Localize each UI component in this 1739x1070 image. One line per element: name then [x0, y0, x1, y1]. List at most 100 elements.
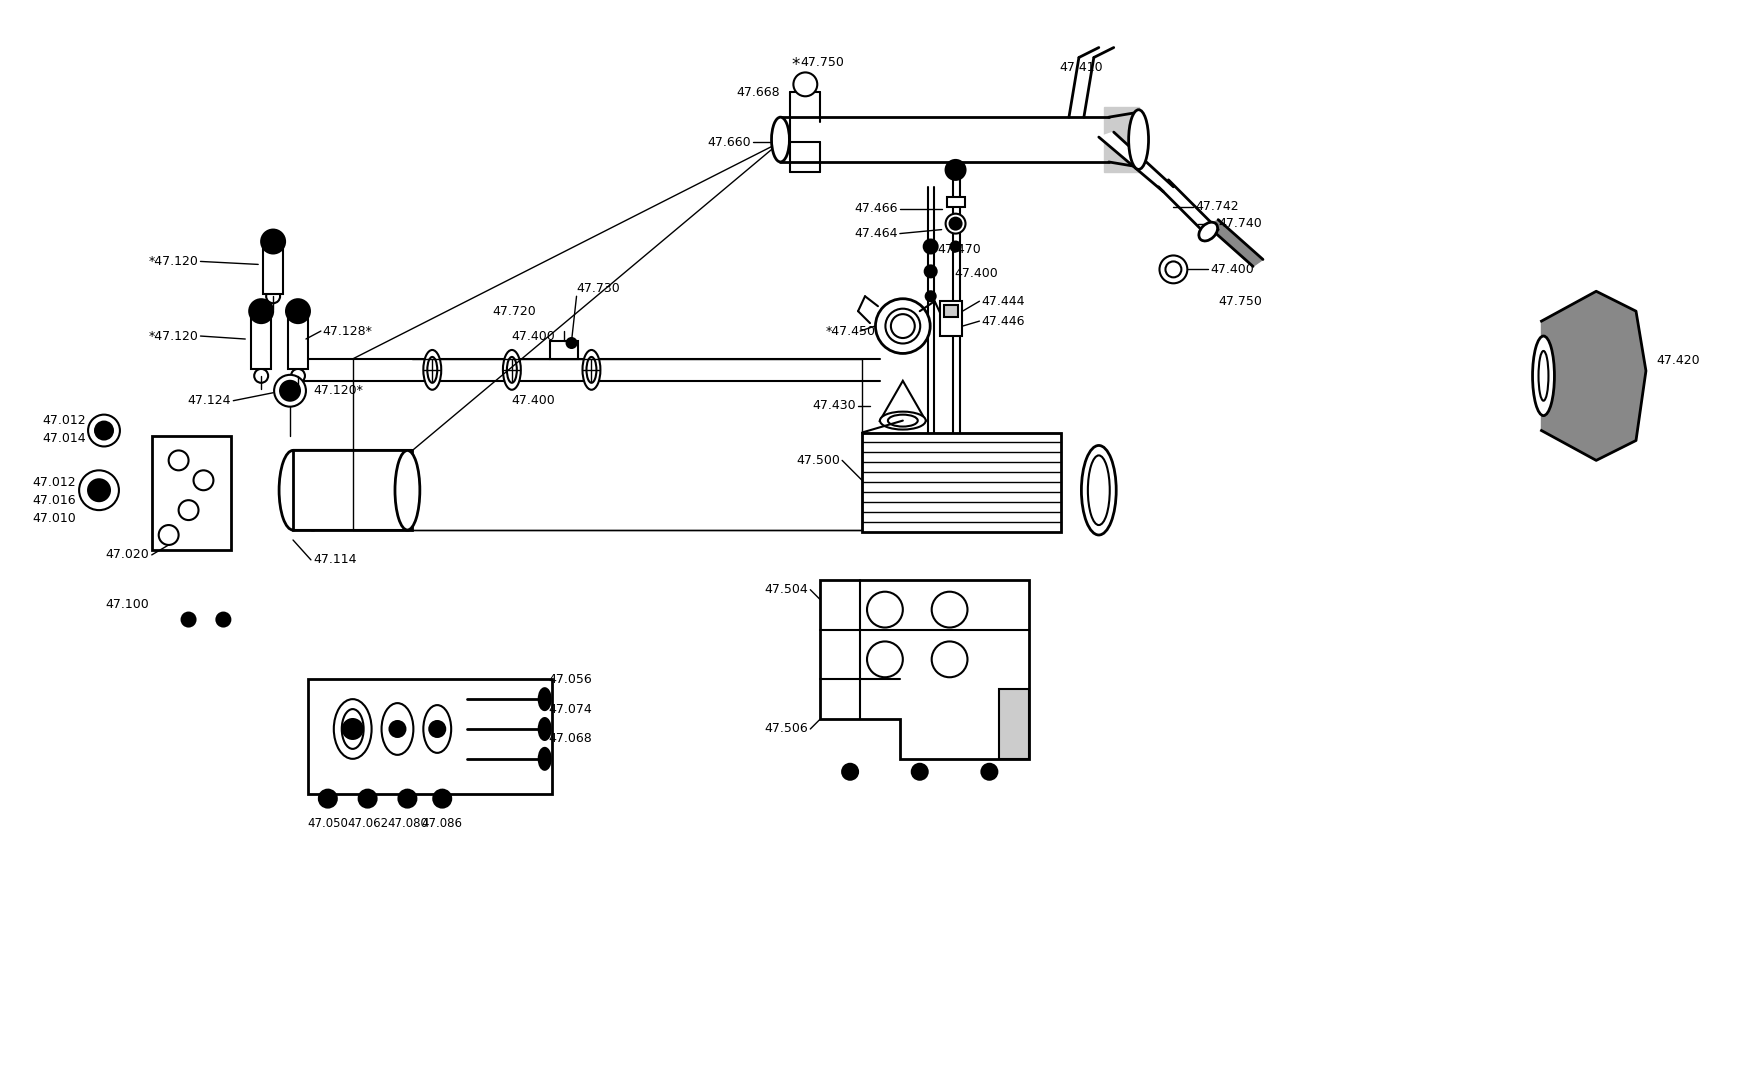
- Bar: [151, 435, 231, 550]
- Bar: [946, 197, 963, 207]
- Circle shape: [280, 381, 299, 400]
- Text: 47.128*: 47.128*: [323, 324, 372, 337]
- Circle shape: [318, 790, 337, 808]
- Polygon shape: [1158, 180, 1217, 236]
- Ellipse shape: [539, 718, 550, 740]
- Circle shape: [290, 369, 304, 383]
- Text: *47.120: *47.120: [148, 255, 198, 268]
- Circle shape: [430, 721, 445, 737]
- Polygon shape: [1207, 219, 1263, 266]
- Text: 47.470: 47.470: [937, 243, 981, 256]
- Circle shape: [398, 790, 416, 808]
- Text: 47.740: 47.740: [1217, 217, 1261, 230]
- Ellipse shape: [539, 688, 550, 710]
- Circle shape: [89, 479, 110, 501]
- Text: 47.720: 47.720: [492, 305, 536, 318]
- Text: 47.124: 47.124: [188, 394, 231, 408]
- Text: 47.500: 47.500: [796, 454, 840, 467]
- Circle shape: [179, 500, 198, 520]
- Ellipse shape: [395, 450, 419, 530]
- Circle shape: [1158, 256, 1186, 284]
- Circle shape: [285, 300, 310, 323]
- Ellipse shape: [428, 357, 436, 383]
- Circle shape: [944, 214, 965, 233]
- Polygon shape: [819, 580, 1028, 759]
- Ellipse shape: [1129, 110, 1148, 169]
- Circle shape: [96, 422, 113, 440]
- Bar: [250, 315, 271, 369]
- Text: *: *: [791, 57, 800, 75]
- Bar: [308, 679, 551, 794]
- Text: 47.466: 47.466: [854, 202, 897, 215]
- Bar: [263, 245, 283, 294]
- Bar: [292, 450, 412, 530]
- Text: 47.400: 47.400: [511, 330, 555, 342]
- Polygon shape: [781, 118, 1108, 162]
- Ellipse shape: [586, 357, 596, 383]
- Circle shape: [911, 764, 927, 780]
- Ellipse shape: [381, 703, 414, 754]
- Circle shape: [343, 719, 362, 739]
- Ellipse shape: [1080, 445, 1116, 535]
- Circle shape: [181, 613, 195, 627]
- Text: 47.446: 47.446: [981, 315, 1024, 327]
- Text: 47.464: 47.464: [854, 227, 897, 240]
- Text: 47.400: 47.400: [511, 394, 555, 408]
- Text: 47.750: 47.750: [1217, 294, 1261, 308]
- Ellipse shape: [299, 450, 327, 530]
- Ellipse shape: [1537, 351, 1548, 400]
- Text: 47.068: 47.068: [548, 733, 591, 746]
- Text: 47.074: 47.074: [548, 703, 591, 716]
- Ellipse shape: [503, 350, 520, 389]
- Circle shape: [890, 315, 915, 338]
- Polygon shape: [1097, 132, 1172, 192]
- Text: *47.450: *47.450: [824, 324, 875, 337]
- Text: 47.020: 47.020: [104, 549, 148, 562]
- Bar: [289, 315, 308, 369]
- Text: 47.120*: 47.120*: [313, 384, 362, 397]
- Ellipse shape: [1087, 456, 1109, 525]
- Text: 47.050: 47.050: [308, 817, 348, 830]
- Circle shape: [193, 471, 214, 490]
- Bar: [290, 321, 304, 331]
- Circle shape: [266, 289, 280, 303]
- Circle shape: [944, 159, 965, 180]
- Text: 47.080: 47.080: [386, 817, 428, 830]
- Polygon shape: [1068, 58, 1094, 118]
- Ellipse shape: [341, 709, 363, 749]
- Text: 47.506: 47.506: [763, 722, 809, 735]
- Circle shape: [1165, 261, 1181, 277]
- Polygon shape: [1541, 291, 1645, 460]
- Circle shape: [866, 641, 903, 677]
- Circle shape: [949, 242, 960, 251]
- Circle shape: [930, 641, 967, 677]
- Bar: [943, 305, 956, 317]
- Circle shape: [949, 217, 962, 230]
- Ellipse shape: [1532, 336, 1553, 415]
- Circle shape: [793, 73, 817, 96]
- Text: 47.100: 47.100: [104, 598, 148, 611]
- Ellipse shape: [875, 299, 930, 353]
- Text: 47.430: 47.430: [812, 399, 856, 412]
- Text: *47.120: *47.120: [148, 330, 198, 342]
- Bar: [861, 432, 1061, 532]
- Circle shape: [866, 592, 903, 627]
- Text: 47.668: 47.668: [736, 86, 781, 98]
- Ellipse shape: [334, 699, 372, 759]
- Ellipse shape: [887, 415, 916, 427]
- Text: 47.400: 47.400: [955, 266, 998, 280]
- Circle shape: [169, 450, 188, 471]
- Text: 47.742: 47.742: [1195, 200, 1238, 213]
- Circle shape: [158, 525, 179, 545]
- Circle shape: [923, 265, 936, 277]
- Ellipse shape: [583, 350, 600, 389]
- Text: 47.012: 47.012: [33, 476, 77, 489]
- Polygon shape: [998, 689, 1028, 759]
- Ellipse shape: [506, 357, 516, 383]
- Bar: [550, 341, 577, 358]
- Circle shape: [390, 721, 405, 737]
- Text: 47.400: 47.400: [1210, 263, 1254, 276]
- Circle shape: [796, 76, 812, 92]
- Bar: [266, 251, 280, 261]
- Circle shape: [249, 300, 273, 323]
